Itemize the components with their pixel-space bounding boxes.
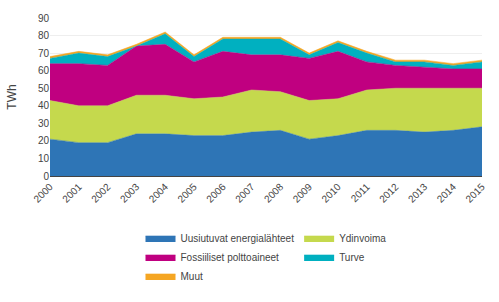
- svg-text:2002: 2002: [89, 181, 113, 205]
- svg-text:Uusiutuvat energialähteet: Uusiutuvat energialähteet: [181, 233, 295, 244]
- svg-text:Fossiiliset polttoaineet: Fossiiliset polttoaineet: [181, 252, 280, 263]
- svg-text:0: 0: [43, 171, 49, 182]
- svg-text:Muut: Muut: [181, 271, 203, 282]
- svg-text:2004: 2004: [147, 181, 171, 205]
- svg-text:2013: 2013: [406, 181, 430, 205]
- svg-text:50: 50: [38, 83, 50, 94]
- svg-text:Turve: Turve: [339, 252, 365, 263]
- svg-text:2007: 2007: [233, 181, 257, 205]
- svg-text:TWh: TWh: [5, 84, 19, 109]
- svg-text:2009: 2009: [291, 181, 315, 205]
- svg-text:2015: 2015: [463, 181, 487, 205]
- svg-text:2005: 2005: [175, 181, 199, 205]
- svg-text:2000: 2000: [31, 181, 55, 205]
- svg-text:2001: 2001: [60, 181, 84, 205]
- svg-text:90: 90: [38, 13, 50, 24]
- svg-text:2006: 2006: [204, 181, 228, 205]
- svg-text:2003: 2003: [118, 181, 142, 205]
- svg-text:2011: 2011: [349, 181, 372, 204]
- svg-text:80: 80: [38, 30, 50, 41]
- svg-text:10: 10: [38, 153, 50, 164]
- svg-text:2008: 2008: [262, 181, 286, 205]
- svg-text:2010: 2010: [319, 181, 343, 205]
- svg-text:70: 70: [38, 48, 50, 59]
- svg-text:2014: 2014: [435, 181, 459, 205]
- svg-text:20: 20: [38, 135, 50, 146]
- svg-text:30: 30: [38, 118, 50, 129]
- svg-text:Ydinvoima: Ydinvoima: [339, 233, 386, 244]
- svg-text:60: 60: [38, 65, 50, 76]
- svg-text:40: 40: [38, 100, 50, 111]
- svg-text:2012: 2012: [377, 181, 401, 205]
